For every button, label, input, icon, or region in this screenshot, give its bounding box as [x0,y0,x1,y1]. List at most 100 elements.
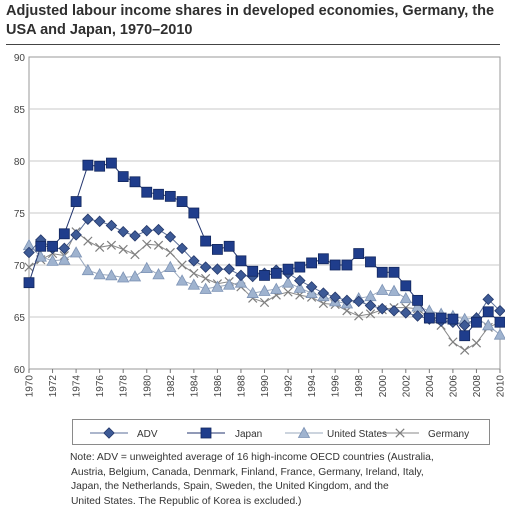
point-united-states [364,289,377,302]
point-adv [129,230,141,242]
point-japan [223,240,235,252]
point-japan [141,186,153,198]
point-germany [471,338,482,348]
point-adv [294,274,306,287]
point-germany [189,268,199,278]
point-germany [95,242,105,252]
point-japan [353,248,365,259]
point-united-states [293,281,307,293]
point-japan [188,207,200,219]
point-japan [400,280,412,292]
point-japan [235,255,247,267]
point-united-states [175,274,189,286]
point-adv [364,299,377,312]
x-tick-label: 1978 [119,375,130,398]
point-germany [201,273,211,284]
point-japan [435,312,447,324]
point-japan [294,261,306,273]
point-japan [365,256,376,268]
point-germany [177,260,187,270]
x-marker-stroke [153,240,164,250]
point-adv [117,225,129,238]
point-germany [130,249,140,260]
point-adv [82,213,94,226]
y-tick-label: 80 [14,157,26,168]
point-japan [129,176,141,188]
legend-marker [297,426,311,438]
legend-marker [200,427,212,439]
legend-marker [103,427,115,439]
point-germany [460,345,470,355]
note-line-2: Austria, Belgium, Canada, Denmark, Finla… [71,466,424,478]
point-adv [164,231,177,243]
point-adv [482,293,494,306]
point-japan [459,330,471,342]
x-tick-label: 1974 [72,375,83,398]
point-united-states [187,278,201,290]
point-japan [164,190,176,202]
x-tick-label: 1988 [236,375,247,398]
x-tick-label: 1996 [331,375,342,398]
point-united-states [93,268,106,280]
point-adv [317,287,330,299]
point-germany [448,337,458,347]
point-adv [58,242,71,255]
point-adv [199,261,212,273]
x-tick-label: 2002 [401,375,412,398]
point-germany [365,309,376,319]
note-line-4: United States. The Republic of Korea is … [71,495,302,507]
x-marker-stroke [201,273,211,284]
point-adv [223,263,235,275]
x-marker-stroke [189,268,199,278]
point-adv [140,224,153,237]
point-united-states [376,283,389,295]
point-adv [352,295,365,308]
point-japan [306,257,318,269]
point-japan [106,157,117,169]
x-marker-stroke [95,242,105,252]
point-japan [58,228,70,240]
point-adv [188,255,200,267]
legend-label: Germany [428,429,469,440]
point-japan [117,171,129,183]
series-japan [23,157,505,342]
legend-item-adv: ADV [90,427,158,440]
point-japan [494,316,505,328]
x-tick-label: 1992 [284,375,295,398]
x-tick-label: 1984 [189,375,200,398]
point-united-states [222,278,236,290]
point-united-states [399,291,412,304]
legend-item-japan: Japan [187,427,262,440]
x-marker-stroke [460,345,470,355]
point-united-states [58,253,71,265]
x-tick-label: 2008 [472,375,483,398]
point-germany [142,239,152,249]
x-tick-label: 1990 [260,375,271,398]
point-adv [70,229,82,241]
note-line-1: Note: ADV = unweighted average of 16 hig… [70,452,434,463]
point-japan [247,265,259,277]
x-tick-label: 1970 [25,375,36,398]
point-adv [152,223,165,236]
point-united-states [281,276,295,288]
x-marker-stroke [165,247,175,258]
point-united-states [211,280,224,292]
x-tick-label: 1982 [166,375,177,398]
legend-marker [395,428,405,438]
y-tick-label: 65 [14,313,26,324]
point-adv [23,246,35,259]
y-tick-label: 60 [14,365,26,376]
point-japan [259,269,270,281]
point-adv [376,302,389,315]
point-united-states [258,284,271,296]
point-adv [305,281,318,293]
y-tick-label: 75 [14,209,26,220]
note-line-3: Japan, the Netherlands, Spain, Sweden, t… [71,481,389,493]
point-united-states [199,282,212,294]
series-united-states [22,238,505,340]
point-adv [235,269,247,282]
x-tick-label: 2006 [448,375,459,398]
point-adv [494,304,505,317]
point-united-states [81,263,95,276]
x-tick-label: 1980 [142,375,153,398]
